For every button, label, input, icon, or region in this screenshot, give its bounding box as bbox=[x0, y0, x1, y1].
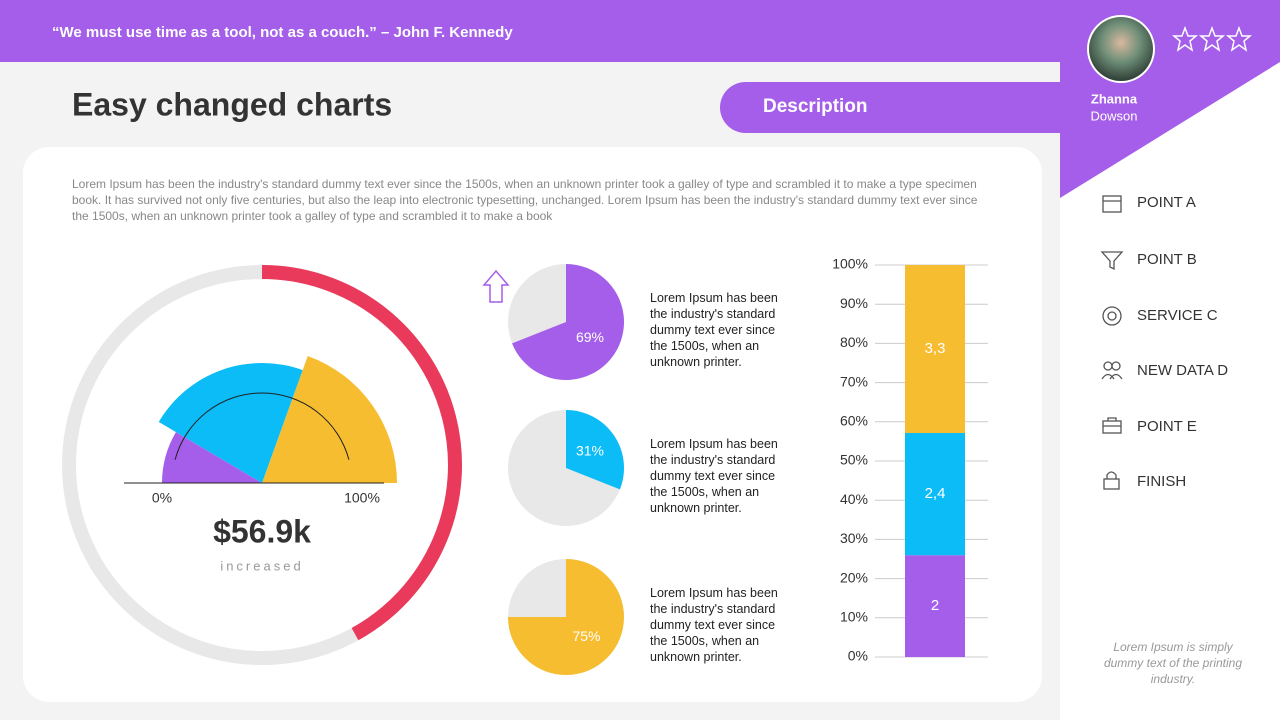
menu-item: FINISH bbox=[1137, 473, 1186, 490]
gauge-value: $56.9k bbox=[213, 513, 311, 549]
pie-slice bbox=[508, 559, 624, 675]
y-tick-label: 70% bbox=[840, 373, 868, 389]
menu-item: POINT A bbox=[1137, 194, 1196, 211]
bar-segment bbox=[905, 265, 965, 433]
gauge-segment bbox=[162, 432, 262, 483]
gauge-tick-label: 100% bbox=[344, 490, 380, 506]
description-tab bbox=[720, 82, 1100, 133]
profile-first-name: Zhanna bbox=[1091, 91, 1138, 106]
bar-label: 2 bbox=[931, 597, 939, 614]
pie-label: 31% bbox=[576, 442, 604, 458]
header-bar bbox=[0, 0, 1060, 62]
ring-arc bbox=[261, 265, 462, 641]
gauge-tick-label: 0% bbox=[152, 490, 172, 506]
bar-label: 3,3 bbox=[925, 340, 946, 357]
up-arrow-icon bbox=[482, 269, 510, 303]
stars bbox=[1171, 25, 1253, 52]
y-tick-label: 60% bbox=[840, 413, 868, 429]
footer-note: Lorem Ipsum is simply dummy text of the … bbox=[1103, 640, 1243, 686]
pie-description: Lorem Ipsum has been the industry's stan… bbox=[650, 586, 778, 664]
y-tick-label: 10% bbox=[840, 609, 868, 625]
profile-last-name: Dowson bbox=[1091, 108, 1138, 123]
pie-slice bbox=[512, 264, 624, 380]
menu-item: POINT E bbox=[1137, 418, 1197, 435]
gauge-inner-arc bbox=[174, 392, 350, 460]
bar-label: 2,4 bbox=[925, 485, 946, 502]
pie-slice bbox=[566, 410, 625, 490]
y-tick-label: 40% bbox=[840, 491, 868, 507]
pie-label: 69% bbox=[576, 329, 604, 345]
avatar bbox=[1089, 17, 1153, 81]
gauge-segment bbox=[262, 355, 397, 483]
y-tick-label: 50% bbox=[840, 452, 868, 468]
body-text: Lorem Ipsum has been the industry's stan… bbox=[72, 177, 978, 223]
y-tick-label: 80% bbox=[840, 334, 868, 350]
tab-edge bbox=[1060, 82, 1070, 133]
y-tick-label: 100% bbox=[832, 256, 868, 272]
pie-label: 75% bbox=[572, 628, 600, 644]
pie-description: Lorem Ipsum has been the industry's stan… bbox=[650, 437, 778, 515]
bar-segment bbox=[905, 555, 965, 657]
description-label: Description bbox=[763, 96, 868, 117]
y-tick-label: 20% bbox=[840, 569, 868, 585]
quote: “We must use time as a tool, not as a co… bbox=[52, 24, 513, 41]
y-tick-label: 90% bbox=[840, 295, 868, 311]
menu-item: SERVICE C bbox=[1137, 307, 1218, 324]
bar-segment bbox=[905, 433, 965, 556]
menu-icons bbox=[1100, 195, 1124, 490]
pie-description: Lorem Ipsum has been the industry's stan… bbox=[650, 291, 778, 369]
menu-item: POINT B bbox=[1137, 251, 1197, 268]
y-tick-label: 30% bbox=[840, 530, 868, 546]
title: Easy changed charts bbox=[72, 86, 392, 122]
menu-item: NEW DATA D bbox=[1137, 362, 1228, 379]
gauge-caption: increased bbox=[220, 558, 303, 573]
y-tick-label: 0% bbox=[848, 648, 868, 664]
